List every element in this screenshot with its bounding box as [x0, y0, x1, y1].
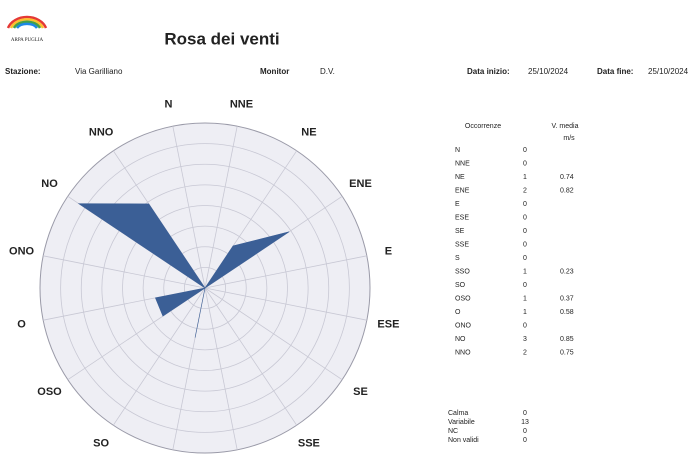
grid-ring: [101, 184, 309, 392]
table-occurrences: 0: [523, 201, 527, 208]
table-direction: E: [455, 201, 460, 208]
summary-label: Non validi: [448, 437, 479, 444]
start-date: 25/10/2024: [528, 67, 569, 76]
table-occurrences: 0: [523, 255, 527, 262]
end-label: Data fine:: [597, 67, 633, 76]
monitor: D.V.: [320, 67, 335, 76]
table-direction: OSO: [455, 295, 471, 302]
monitor-label: Monitor: [260, 67, 289, 76]
summary-label: NC: [448, 428, 458, 435]
table-direction: ESE: [455, 214, 469, 221]
table-direction: S: [455, 255, 460, 262]
direction-label: SSE: [298, 437, 320, 449]
direction-label: NE: [301, 126, 316, 138]
station: Via Garilliano: [75, 67, 123, 76]
table-direction: NO: [455, 336, 466, 343]
grid-spoke: [204, 287, 298, 426]
speed-header: V. media: [552, 123, 579, 130]
table-occurrences: 0: [523, 214, 527, 221]
direction-label: O: [17, 318, 26, 330]
grid-spoke: [204, 126, 238, 289]
table-direction: SSO: [455, 268, 470, 275]
table-speed: 0.37: [560, 295, 574, 302]
table-speed: 0.23: [560, 268, 574, 275]
grid-spoke: [172, 126, 206, 289]
table-occurrences: 1: [523, 295, 527, 302]
speed-unit: m/s: [563, 135, 575, 142]
table-occurrences: 0: [523, 147, 527, 154]
direction-label: N: [165, 98, 173, 110]
table-direction: ENE: [455, 187, 470, 194]
logo: ARPA PUGLIA: [6, 15, 48, 43]
table-occurrences: 2: [523, 187, 527, 194]
grid-spoke: [112, 287, 206, 426]
table-direction: ONO: [455, 322, 472, 329]
table-occurrences: 0: [523, 160, 527, 167]
table-occurrences: 1: [523, 268, 527, 275]
direction-label: NNE: [230, 98, 253, 110]
summary-value: 0: [523, 437, 527, 444]
grid-ring: [183, 266, 227, 310]
table-occurrences: 1: [523, 309, 527, 316]
summary-value: 0: [523, 428, 527, 435]
grid-ring: [60, 143, 350, 433]
logo-text: ARPA PUGLIA: [11, 38, 44, 43]
table-direction: NNE: [455, 160, 470, 167]
grid-ring: [80, 163, 330, 413]
table-occurrences: 0: [523, 282, 527, 289]
grid-spoke: [204, 287, 238, 450]
grid-spoke: [43, 255, 206, 289]
wind-rose: NNNENEENEEESESESSESSSOSOOSOOONONONNO: [9, 98, 399, 454]
table-speed: 0.75: [560, 349, 574, 356]
table-direction: SO: [455, 282, 466, 289]
direction-label: NNO: [89, 126, 114, 138]
table-direction: NE: [455, 174, 465, 181]
table-speed: 0.58: [560, 309, 574, 316]
table-direction: N: [455, 147, 460, 154]
direction-label: OSO: [37, 386, 62, 398]
direction-label: NO: [41, 178, 58, 190]
table-direction: SE: [455, 228, 465, 235]
direction-label: ONO: [9, 245, 35, 257]
end-date: 25/10/2024: [648, 67, 689, 76]
grid-ring: [163, 246, 247, 330]
table-occurrences: 3: [523, 336, 527, 343]
summary-label: Variabile: [448, 419, 475, 426]
rose-area: [77, 203, 290, 338]
table-speed: 0.74: [560, 174, 574, 181]
grid-ring: [122, 205, 288, 371]
grid-ring: [142, 225, 268, 351]
table-direction: SSE: [455, 241, 469, 248]
direction-label: ENE: [349, 178, 372, 190]
grid-spoke: [204, 287, 343, 381]
station-label: Stazione:: [5, 67, 41, 76]
start-label: Data inizio:: [467, 67, 510, 76]
table-direction: O: [455, 309, 461, 316]
grid-spoke: [204, 287, 367, 321]
table-speed: 0.82: [560, 187, 574, 194]
table-occurrences: 2: [523, 349, 527, 356]
occurrences-header: Occorrenze: [465, 123, 501, 130]
summary-label: Calma: [448, 410, 468, 417]
direction-label: SO: [93, 437, 109, 449]
table-direction: NNO: [455, 349, 471, 356]
direction-label: ESE: [377, 318, 399, 330]
direction-label: SE: [353, 386, 368, 398]
grid-spoke: [204, 255, 367, 289]
direction-label: E: [385, 245, 392, 257]
table-occurrences: 1: [523, 174, 527, 181]
table-occurrences: 0: [523, 322, 527, 329]
title: Rosa dei venti: [164, 29, 279, 48]
summary-value: 13: [521, 419, 529, 426]
summary-value: 0: [523, 410, 527, 417]
table-occurrences: 0: [523, 228, 527, 235]
table-occurrences: 0: [523, 241, 527, 248]
table-speed: 0.85: [560, 336, 574, 343]
